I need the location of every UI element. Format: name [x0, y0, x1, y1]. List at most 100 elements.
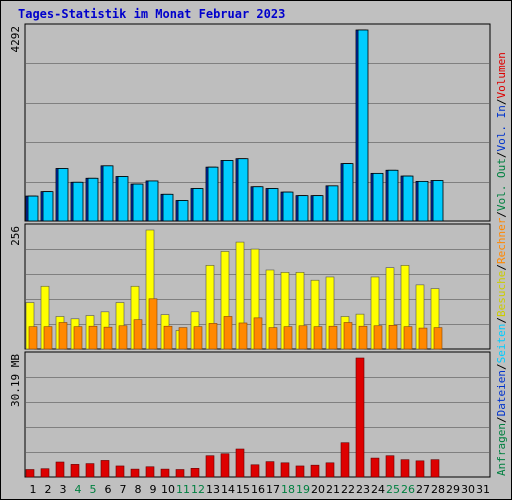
- bar-volumen: [310, 464, 320, 478]
- legend-entry: Besuche: [495, 271, 508, 317]
- bar-rechner: [148, 298, 158, 350]
- bar-anfragen: [327, 185, 339, 222]
- legend-entry: /: [495, 151, 508, 158]
- bar-volumen: [55, 461, 65, 478]
- bar-volumen: [190, 468, 200, 478]
- x-tick-label: 23: [356, 483, 370, 496]
- bar-anfragen: [192, 188, 204, 222]
- bar-anfragen: [372, 172, 384, 222]
- bar-anfragen: [237, 158, 249, 222]
- chart-bars: [25, 29, 444, 478]
- x-tick-label: 7: [120, 483, 127, 496]
- bar-rechner: [388, 324, 398, 350]
- bar-volumen: [430, 459, 440, 478]
- bar-anfragen: [102, 165, 114, 222]
- x-tick-label: 26: [401, 483, 415, 496]
- bar-rechner: [433, 327, 443, 350]
- bar-volumen: [70, 464, 80, 478]
- bar-volumen: [220, 453, 230, 478]
- bar-rechner: [328, 325, 338, 350]
- bar-volumen: [250, 464, 260, 478]
- bar-volumen: [265, 461, 275, 478]
- legend-entry: Vol. In: [495, 105, 508, 151]
- bar-anfragen: [387, 169, 399, 222]
- y-axis-label: 256: [9, 226, 22, 246]
- x-tick-label: 10: [161, 483, 175, 496]
- bar-volumen: [85, 463, 95, 478]
- bar-volumen: [205, 455, 215, 478]
- bar-anfragen: [282, 191, 294, 222]
- bar-volumen: [175, 469, 185, 478]
- x-tick-label: 31: [476, 483, 490, 496]
- legend-entry: Rechner: [495, 217, 508, 264]
- x-tick-label: 3: [60, 483, 67, 496]
- x-tick-label: 2: [45, 483, 52, 496]
- bar-rechner: [223, 316, 233, 350]
- bar-volumen: [385, 455, 395, 478]
- legend-entry: /: [495, 317, 508, 324]
- legend-entry: Volumen: [495, 52, 508, 98]
- bar-anfragen: [87, 177, 99, 222]
- y-axis-label: 30.19 MB: [9, 354, 22, 407]
- legend-entry: Dateien: [495, 370, 508, 416]
- bar-rechner: [73, 326, 83, 350]
- x-tick-label: 15: [236, 483, 250, 496]
- legend-entry: /: [495, 211, 508, 218]
- x-tick-label: 29: [446, 483, 460, 496]
- bar-rechner: [358, 325, 368, 350]
- bar-volumen: [40, 468, 50, 478]
- bar-anfragen: [147, 180, 159, 222]
- bar-anfragen: [252, 186, 264, 222]
- legend-entry: Vol. Out: [495, 158, 508, 211]
- x-tick-label: 18: [281, 483, 295, 496]
- bar-volumen: [235, 448, 245, 478]
- bar-anfragen: [417, 180, 429, 222]
- legend-entry: Anfragen: [495, 423, 508, 476]
- bar-volumen: [130, 468, 140, 478]
- bar-rechner: [178, 327, 188, 350]
- bar-anfragen: [342, 163, 354, 222]
- bar-volumen: [400, 459, 410, 478]
- bar-anfragen: [132, 183, 144, 222]
- bar-rechner: [103, 326, 113, 350]
- x-tick-label: 11: [176, 483, 190, 496]
- y-axis-labels: 4292 256 30.19 MB: [9, 26, 22, 407]
- x-tick-label: 25: [386, 483, 400, 496]
- x-tick-label: 1: [30, 483, 37, 496]
- bar-rechner: [283, 326, 293, 350]
- x-tick-label: 14: [221, 483, 235, 496]
- bar-anfragen: [402, 175, 414, 222]
- bar-rechner: [118, 325, 128, 350]
- legend-entry: /: [495, 98, 508, 105]
- bar-rechner: [193, 326, 203, 350]
- x-tick-label: 27: [416, 483, 430, 496]
- bar-volumen: [145, 466, 155, 478]
- bar-volumen: [280, 462, 290, 478]
- x-tick-label: 28: [431, 483, 445, 496]
- x-axis-labels: 1 2 3 4 5 6 7 8 9 10 11 12 13 14 15 16 17 18 19 20 21 22 23 24 2…: [30, 483, 491, 496]
- bar-anfragen: [177, 200, 189, 222]
- x-tick-label: 24: [371, 483, 385, 496]
- bar-volumen: [295, 465, 305, 478]
- x-tick-label: 21: [326, 483, 340, 496]
- bar-anfragen: [222, 160, 234, 222]
- legend-entry: /: [495, 416, 508, 423]
- x-tick-label: 17: [266, 483, 280, 496]
- x-tick-label: 13: [206, 483, 220, 496]
- x-tick-label: 6: [105, 483, 112, 496]
- bar-anfragen: [117, 176, 129, 222]
- bar-anfragen: [432, 180, 444, 222]
- x-tick-label: 5: [90, 483, 97, 496]
- bar-anfragen: [267, 188, 279, 222]
- bar-rechner: [313, 326, 323, 350]
- bar-rechner: [58, 322, 68, 350]
- bar-rechner: [253, 317, 263, 350]
- bar-rechner: [238, 322, 248, 350]
- x-tick-label: 20: [311, 483, 325, 496]
- bar-anfragen: [312, 195, 324, 222]
- bar-volumen: [25, 469, 35, 478]
- legend-entry: Seiten: [495, 324, 508, 364]
- bar-volumen: [115, 465, 125, 478]
- x-tick-label: 12: [191, 483, 205, 496]
